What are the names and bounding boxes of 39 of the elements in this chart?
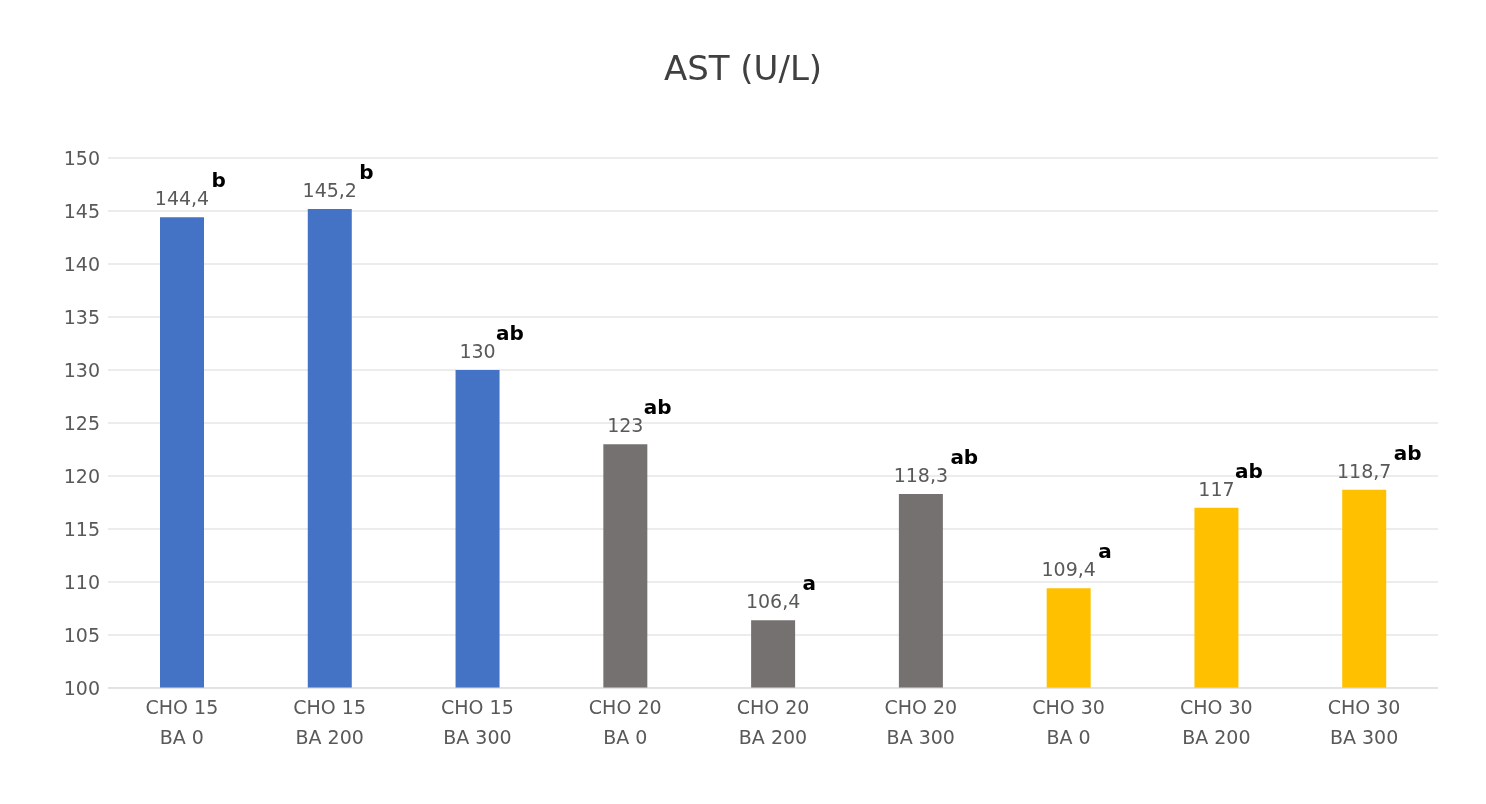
data-label: 109,4 [1041,558,1096,581]
x-tick-label: CHO 20 BA 300 [884,696,958,748]
chart-title: AST (U/L) [662,47,824,90]
x-tick-label: CHO 20 BA 0 [588,696,662,748]
annotation: ab [643,395,672,420]
y-tick-label: 100 [63,676,100,699]
y-tick-label: 130 [63,358,100,381]
x-tick-label: CHO 15 BA 300 [441,696,514,748]
y-tick-label: 105 [63,623,100,646]
annotation: ab [1234,458,1263,483]
data-label: 118,3 [893,464,949,487]
y-tick-label: 110 [63,570,100,593]
x-tick-label: CHO 30 BA 200 [1179,696,1253,748]
x-tick-label: CHO 15 BA 200 [293,696,367,748]
y-tick-label: 115 [63,517,100,540]
y-tick-label: 120 [63,464,100,487]
annotation: a [1098,539,1112,564]
x-tick-label: CHO 20 BA 200 [736,696,810,748]
x-tick-label: CHO 30 BA 300 [1327,696,1401,748]
y-tick-label: 150 [63,146,100,169]
annotation: ab [950,445,979,470]
data-label: 117 [1198,477,1235,500]
data-label: 106,4 [745,590,801,613]
x-tick-label: CHO 15 BA 0 [145,696,219,748]
data-label: 144,4 [154,187,210,210]
y-tick-label: 135 [63,305,100,328]
data-label: 130 [459,340,496,362]
data-label: 145,2 [302,178,357,201]
y-tick-label: 140 [63,252,100,275]
y-tick-label: 125 [63,411,100,434]
y-tick-label: 145 [63,199,100,222]
x-tick-label: CHO 30 BA 0 [1032,696,1105,748]
annotation: ab [1393,440,1422,465]
annotation: b [211,168,226,193]
annotation: a [802,571,817,596]
annotation: b [359,159,374,184]
annotation: ab [496,321,524,345]
data-label: 118,7 [1337,459,1392,482]
data-label: 123 [607,414,644,437]
